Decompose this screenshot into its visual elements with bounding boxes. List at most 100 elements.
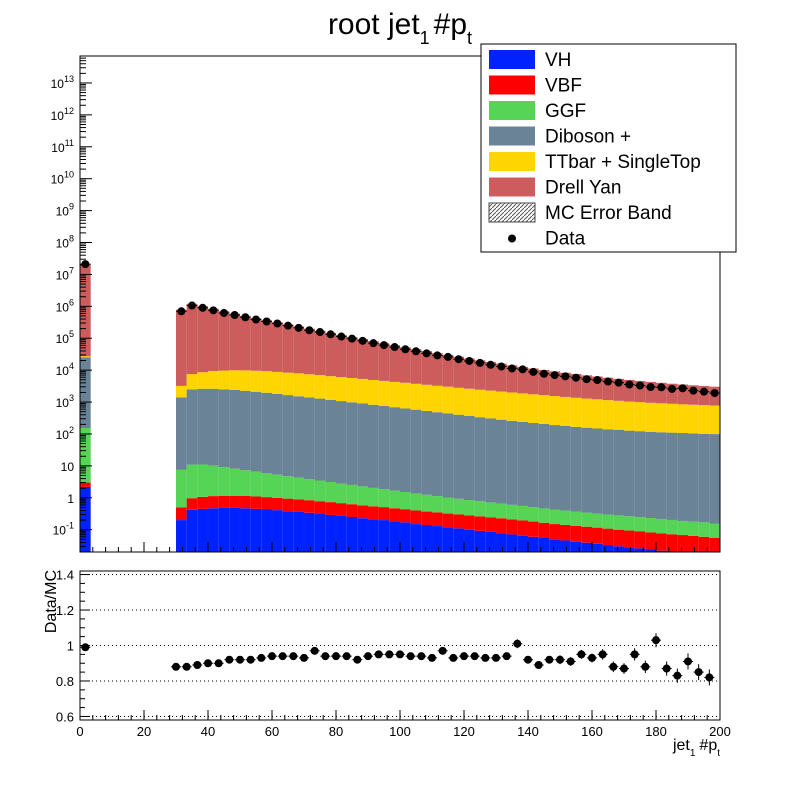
ratio-point (268, 652, 276, 661)
ratio-point (609, 662, 618, 671)
bar-ttbar-15 (325, 376, 336, 400)
bar-diboson-37 (560, 425, 571, 511)
bar-vbf-0 (80, 482, 91, 487)
bar-ttbar-8 (250, 370, 262, 392)
data-point (422, 349, 431, 358)
y-tick-label: 1010 (51, 170, 74, 187)
bar-ttbar-20 (378, 380, 390, 407)
bar-ttbar-25 (432, 385, 443, 413)
bar-vbf-41 (602, 528, 614, 546)
bar-vbf-4 (208, 496, 219, 509)
bar-ggf-15 (325, 481, 336, 503)
bar-vh-31 (496, 533, 507, 552)
data-point (198, 303, 207, 312)
bar-drellyan-45 (645, 381, 656, 403)
ratio-point (545, 655, 554, 664)
ratio-x-tick-label: 20 (137, 724, 151, 739)
bar-diboson-13 (304, 397, 315, 480)
bar-ttbar-30 (485, 390, 496, 419)
data-point (188, 301, 196, 310)
data-point (710, 389, 719, 398)
data-point (401, 345, 410, 354)
y-tick-label: 1012 (51, 106, 74, 123)
data-point (550, 371, 559, 380)
bar-diboson-49 (688, 433, 699, 522)
bar-drellyan-1 (176, 309, 187, 386)
bar-ttbar-34 (528, 394, 539, 424)
ratio-y-tick-label: 1 (67, 639, 74, 654)
bar-drellyan-25 (432, 353, 443, 386)
legend-swatch-ttbar (489, 152, 535, 171)
bar-vh-28 (464, 529, 475, 552)
bar-drellyan-8 (250, 318, 262, 371)
bar-diboson-31 (496, 419, 507, 504)
legend-swatch-band (488, 202, 536, 223)
bar-vbf-31 (496, 518, 507, 534)
bar-vbf-22 (400, 509, 411, 523)
bar-ttbar-35 (538, 395, 550, 424)
bar-diboson-14 (314, 398, 326, 481)
legend-label: VH (545, 50, 571, 71)
ratio-point (577, 650, 586, 659)
bar-drellyan-5 (218, 311, 230, 371)
y-tick-label: 106 (56, 297, 74, 314)
bar-vh-1 (176, 520, 187, 552)
bar-diboson-40 (592, 428, 603, 514)
bar-vh-6 (229, 507, 240, 552)
bar-ggf-26 (442, 497, 454, 514)
data-point (412, 347, 420, 356)
bar-diboson-25 (432, 412, 443, 497)
bar-vbf-10 (272, 497, 283, 511)
bar-ggf-25 (432, 496, 443, 513)
data-point (252, 315, 260, 324)
bar-drellyan-11 (282, 324, 294, 373)
ratio-point (81, 643, 90, 652)
bar-diboson-47 (666, 432, 678, 520)
bar-ttbar-2 (186, 374, 198, 390)
bar-ttbar-48 (677, 404, 688, 434)
bar-vbf-50 (698, 536, 710, 552)
y-tick-label: 1011 (51, 138, 74, 155)
ratio-point (193, 661, 202, 670)
bar-drellyan-42 (613, 378, 624, 401)
bar-drellyan-34 (528, 368, 539, 395)
data-point (486, 360, 495, 369)
bar-ggf-51 (709, 523, 720, 538)
ratio-x-tick-label: 100 (389, 724, 411, 739)
bar-ggf-43 (624, 516, 635, 531)
bar-ggf-49 (688, 521, 699, 536)
bar-vbf-51 (709, 537, 720, 552)
bar-drellyan-35 (538, 369, 550, 396)
bar-vh-2 (186, 509, 198, 552)
bar-ttbar-17 (346, 377, 358, 403)
bar-drellyan-2 (186, 303, 198, 375)
y-tick-label: 102 (56, 425, 74, 442)
bar-vbf-46 (656, 533, 667, 551)
data-point (636, 381, 644, 390)
y-tick-label: 108 (56, 234, 74, 251)
bar-diboson-11 (282, 395, 294, 477)
bar-diboson-20 (378, 406, 390, 490)
ratio-point (236, 655, 244, 664)
data-point (529, 367, 538, 376)
ratio-point (225, 655, 234, 664)
bar-ggf-45 (645, 518, 656, 533)
bar-vh-17 (346, 516, 358, 552)
bar-drellyan-46 (656, 382, 667, 404)
bar-ttbar-24 (421, 384, 432, 411)
bar-drellyan-49 (688, 385, 699, 405)
ratio-point (342, 652, 351, 661)
data-point (241, 313, 250, 322)
y-tick-label: 109 (56, 202, 74, 219)
ratio-point (438, 646, 447, 655)
ratio-point (204, 659, 212, 668)
ratio-x-tick-label: 120 (453, 724, 475, 739)
bar-ggf-32 (506, 504, 518, 520)
data-point (284, 321, 292, 330)
ratio-x-tick-label: 140 (517, 724, 539, 739)
bar-vh-42 (613, 546, 624, 552)
bar-vbf-12 (293, 499, 304, 512)
bar-drellyan-12 (293, 326, 304, 374)
bar-drellyan-29 (474, 360, 486, 390)
bar-ttbar-10 (272, 371, 283, 394)
